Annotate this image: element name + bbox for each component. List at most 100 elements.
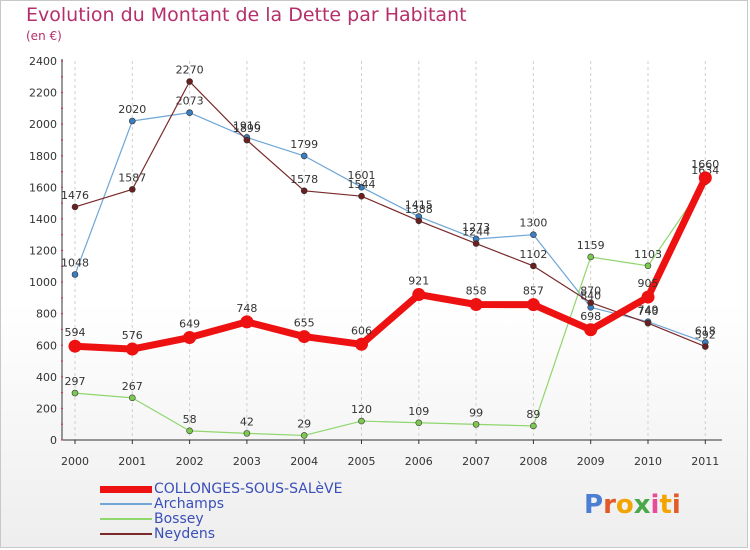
logo-letter: i (671, 490, 681, 520)
data-label: 1415 (405, 199, 433, 212)
data-label: 1578 (290, 173, 318, 186)
x-tick-label: 2003 (233, 455, 261, 468)
legend-label: COLLONGES-SOUS-SALèVE (154, 481, 343, 497)
data-point (300, 187, 308, 195)
data-point (472, 240, 480, 247)
data-point (530, 422, 537, 430)
data-label: 267 (122, 380, 143, 393)
data-label: 649 (179, 318, 200, 331)
data-label: 120 (351, 403, 372, 416)
y-tick-label: 800 (36, 308, 57, 321)
logo-letter: i (650, 490, 660, 520)
data-point (71, 389, 79, 397)
logo-letter: x (633, 490, 651, 520)
data-label: 870 (580, 285, 601, 298)
data-label: 1159 (577, 239, 605, 252)
data-label: 109 (408, 405, 429, 418)
series-line (74, 176, 709, 353)
y-tick-label: 1400 (29, 213, 57, 226)
data-point (186, 427, 193, 435)
logo-letter: P (584, 490, 604, 520)
data-label: 29 (297, 417, 311, 430)
data-label: 655 (294, 317, 315, 330)
data-label: 576 (122, 329, 143, 342)
data-label: 2020 (118, 103, 146, 116)
data-label: 1916 (233, 119, 261, 132)
y-tick-label: 0 (50, 434, 57, 447)
x-tick-label: 2009 (577, 455, 605, 468)
data-point (243, 430, 251, 437)
data-point (526, 298, 540, 312)
legend-swatch (100, 533, 152, 535)
data-label: 594 (65, 326, 86, 339)
x-tick-label: 2007 (462, 455, 490, 468)
data-point (300, 432, 308, 439)
data-label: 1476 (61, 189, 89, 202)
legend-swatch (100, 518, 152, 520)
y-tick-label: 600 (36, 339, 57, 352)
x-tick-label: 2010 (634, 455, 662, 468)
data-label: 42 (240, 415, 254, 428)
data-label: 1544 (348, 178, 376, 191)
data-label: 698 (580, 310, 601, 323)
data-label: 740 (638, 305, 659, 318)
data-label: 618 (695, 324, 716, 337)
x-tick-label: 2011 (691, 455, 719, 468)
data-label: 1587 (118, 171, 146, 184)
data-point (358, 417, 365, 425)
proxiti-logo: Proxiti (584, 490, 681, 520)
data-label: 921 (408, 275, 429, 288)
y-tick-label: 2200 (29, 87, 57, 100)
y-tick-label: 1200 (29, 245, 57, 258)
data-point (698, 171, 712, 185)
data-label: 606 (351, 324, 372, 337)
data-point (415, 217, 423, 225)
data-label: 99 (469, 406, 483, 419)
data-point (587, 299, 595, 306)
data-point (71, 203, 79, 211)
data-point (472, 421, 480, 428)
y-tick-label: 1800 (29, 150, 57, 163)
data-label: 1634 (691, 164, 719, 177)
y-tick-label: 1000 (29, 276, 57, 289)
legend-swatch (100, 503, 152, 505)
series-line (74, 181, 706, 437)
data-point (415, 419, 423, 427)
data-label: 1244 (462, 226, 490, 239)
data-label: 1660 (691, 158, 719, 171)
logo-letter: r (603, 490, 616, 520)
data-point (355, 337, 368, 351)
data-label: 1103 (634, 248, 662, 261)
x-tick-label: 2000 (61, 455, 89, 468)
data-label: 592 (695, 329, 716, 342)
x-tick-label: 2006 (405, 455, 433, 468)
data-point (358, 183, 365, 191)
data-label: 1102 (519, 248, 547, 261)
data-point (129, 117, 136, 125)
data-label: 297 (65, 375, 86, 388)
data-point (129, 394, 136, 402)
legend-label: Bossey (154, 511, 204, 527)
data-label: 857 (523, 285, 544, 298)
logo-letter: o (615, 490, 634, 520)
data-label: 2073 (176, 95, 204, 108)
data-point (240, 315, 254, 329)
data-label: 1601 (348, 169, 376, 182)
data-point (358, 192, 365, 200)
data-point (300, 152, 308, 160)
data-label: 1273 (462, 221, 490, 234)
y-tick-label: 200 (36, 402, 57, 415)
legend-label: Archamps (154, 496, 224, 512)
data-label: 748 (236, 302, 257, 315)
data-point (129, 186, 136, 193)
data-point (68, 339, 82, 353)
data-point (183, 331, 197, 345)
data-point (412, 288, 426, 302)
data-point (644, 262, 652, 270)
data-point (530, 262, 537, 270)
legend-swatch (100, 486, 152, 493)
data-point (186, 78, 193, 85)
x-tick-label: 2001 (118, 455, 146, 468)
